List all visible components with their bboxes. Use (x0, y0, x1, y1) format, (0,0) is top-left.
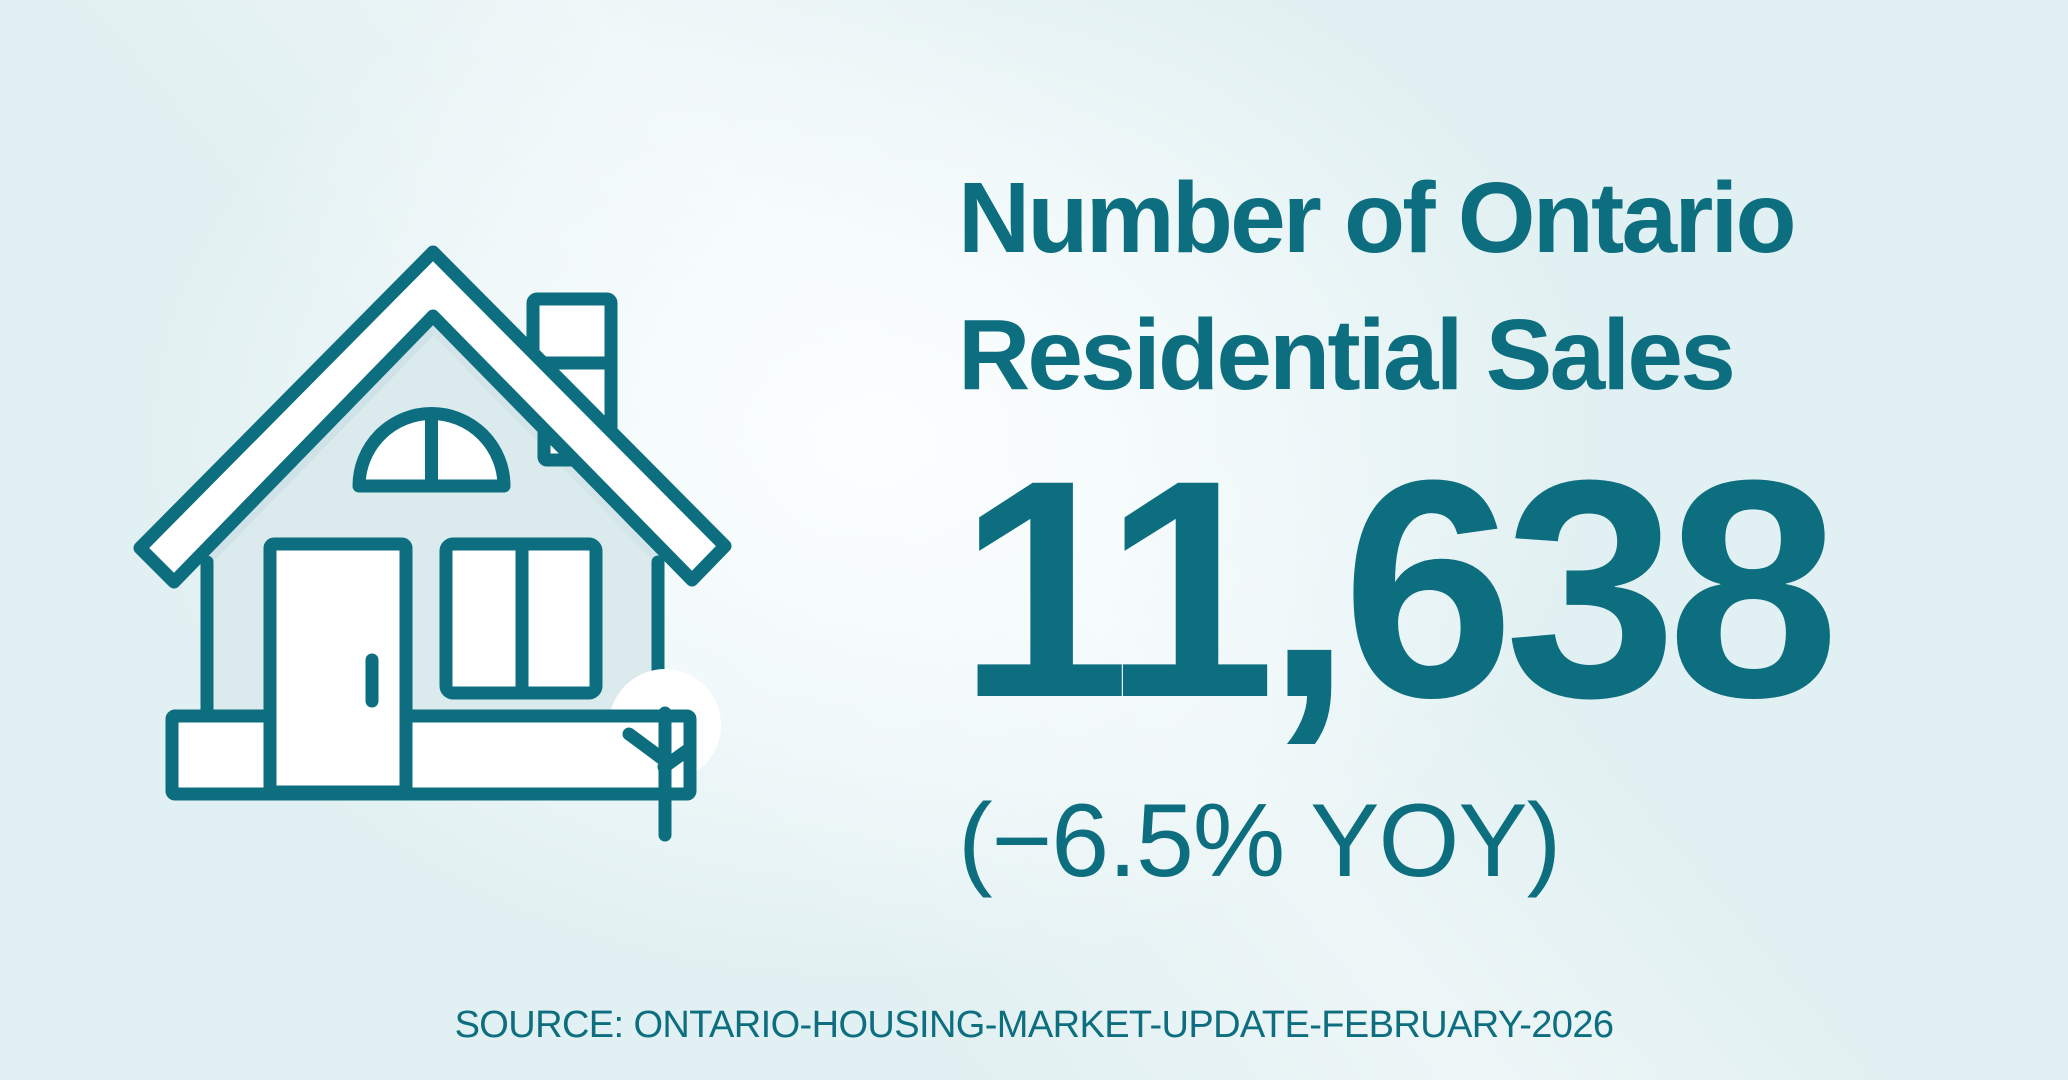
roof (133, 245, 732, 589)
attic-window-icon (352, 407, 511, 493)
foundation (165, 709, 697, 801)
page-title: Number of Ontario Residential Sales (958, 150, 1797, 424)
stat-yoy-change: (−6.5% YOY) (958, 783, 1561, 899)
front-door-icon (263, 537, 413, 799)
tree-icon (622, 706, 696, 842)
house-icon (133, 245, 732, 842)
stat-value: 11,638 (958, 415, 1839, 762)
page-title-line1: Number of Ontario (958, 162, 1797, 274)
page-title-line2: Residential Sales (958, 299, 1736, 411)
front-window-icon (439, 537, 603, 700)
source-text: SOURCE: ONTARIO-HOUSING-MARKET-UPDATE-FE… (454, 1004, 1614, 1046)
